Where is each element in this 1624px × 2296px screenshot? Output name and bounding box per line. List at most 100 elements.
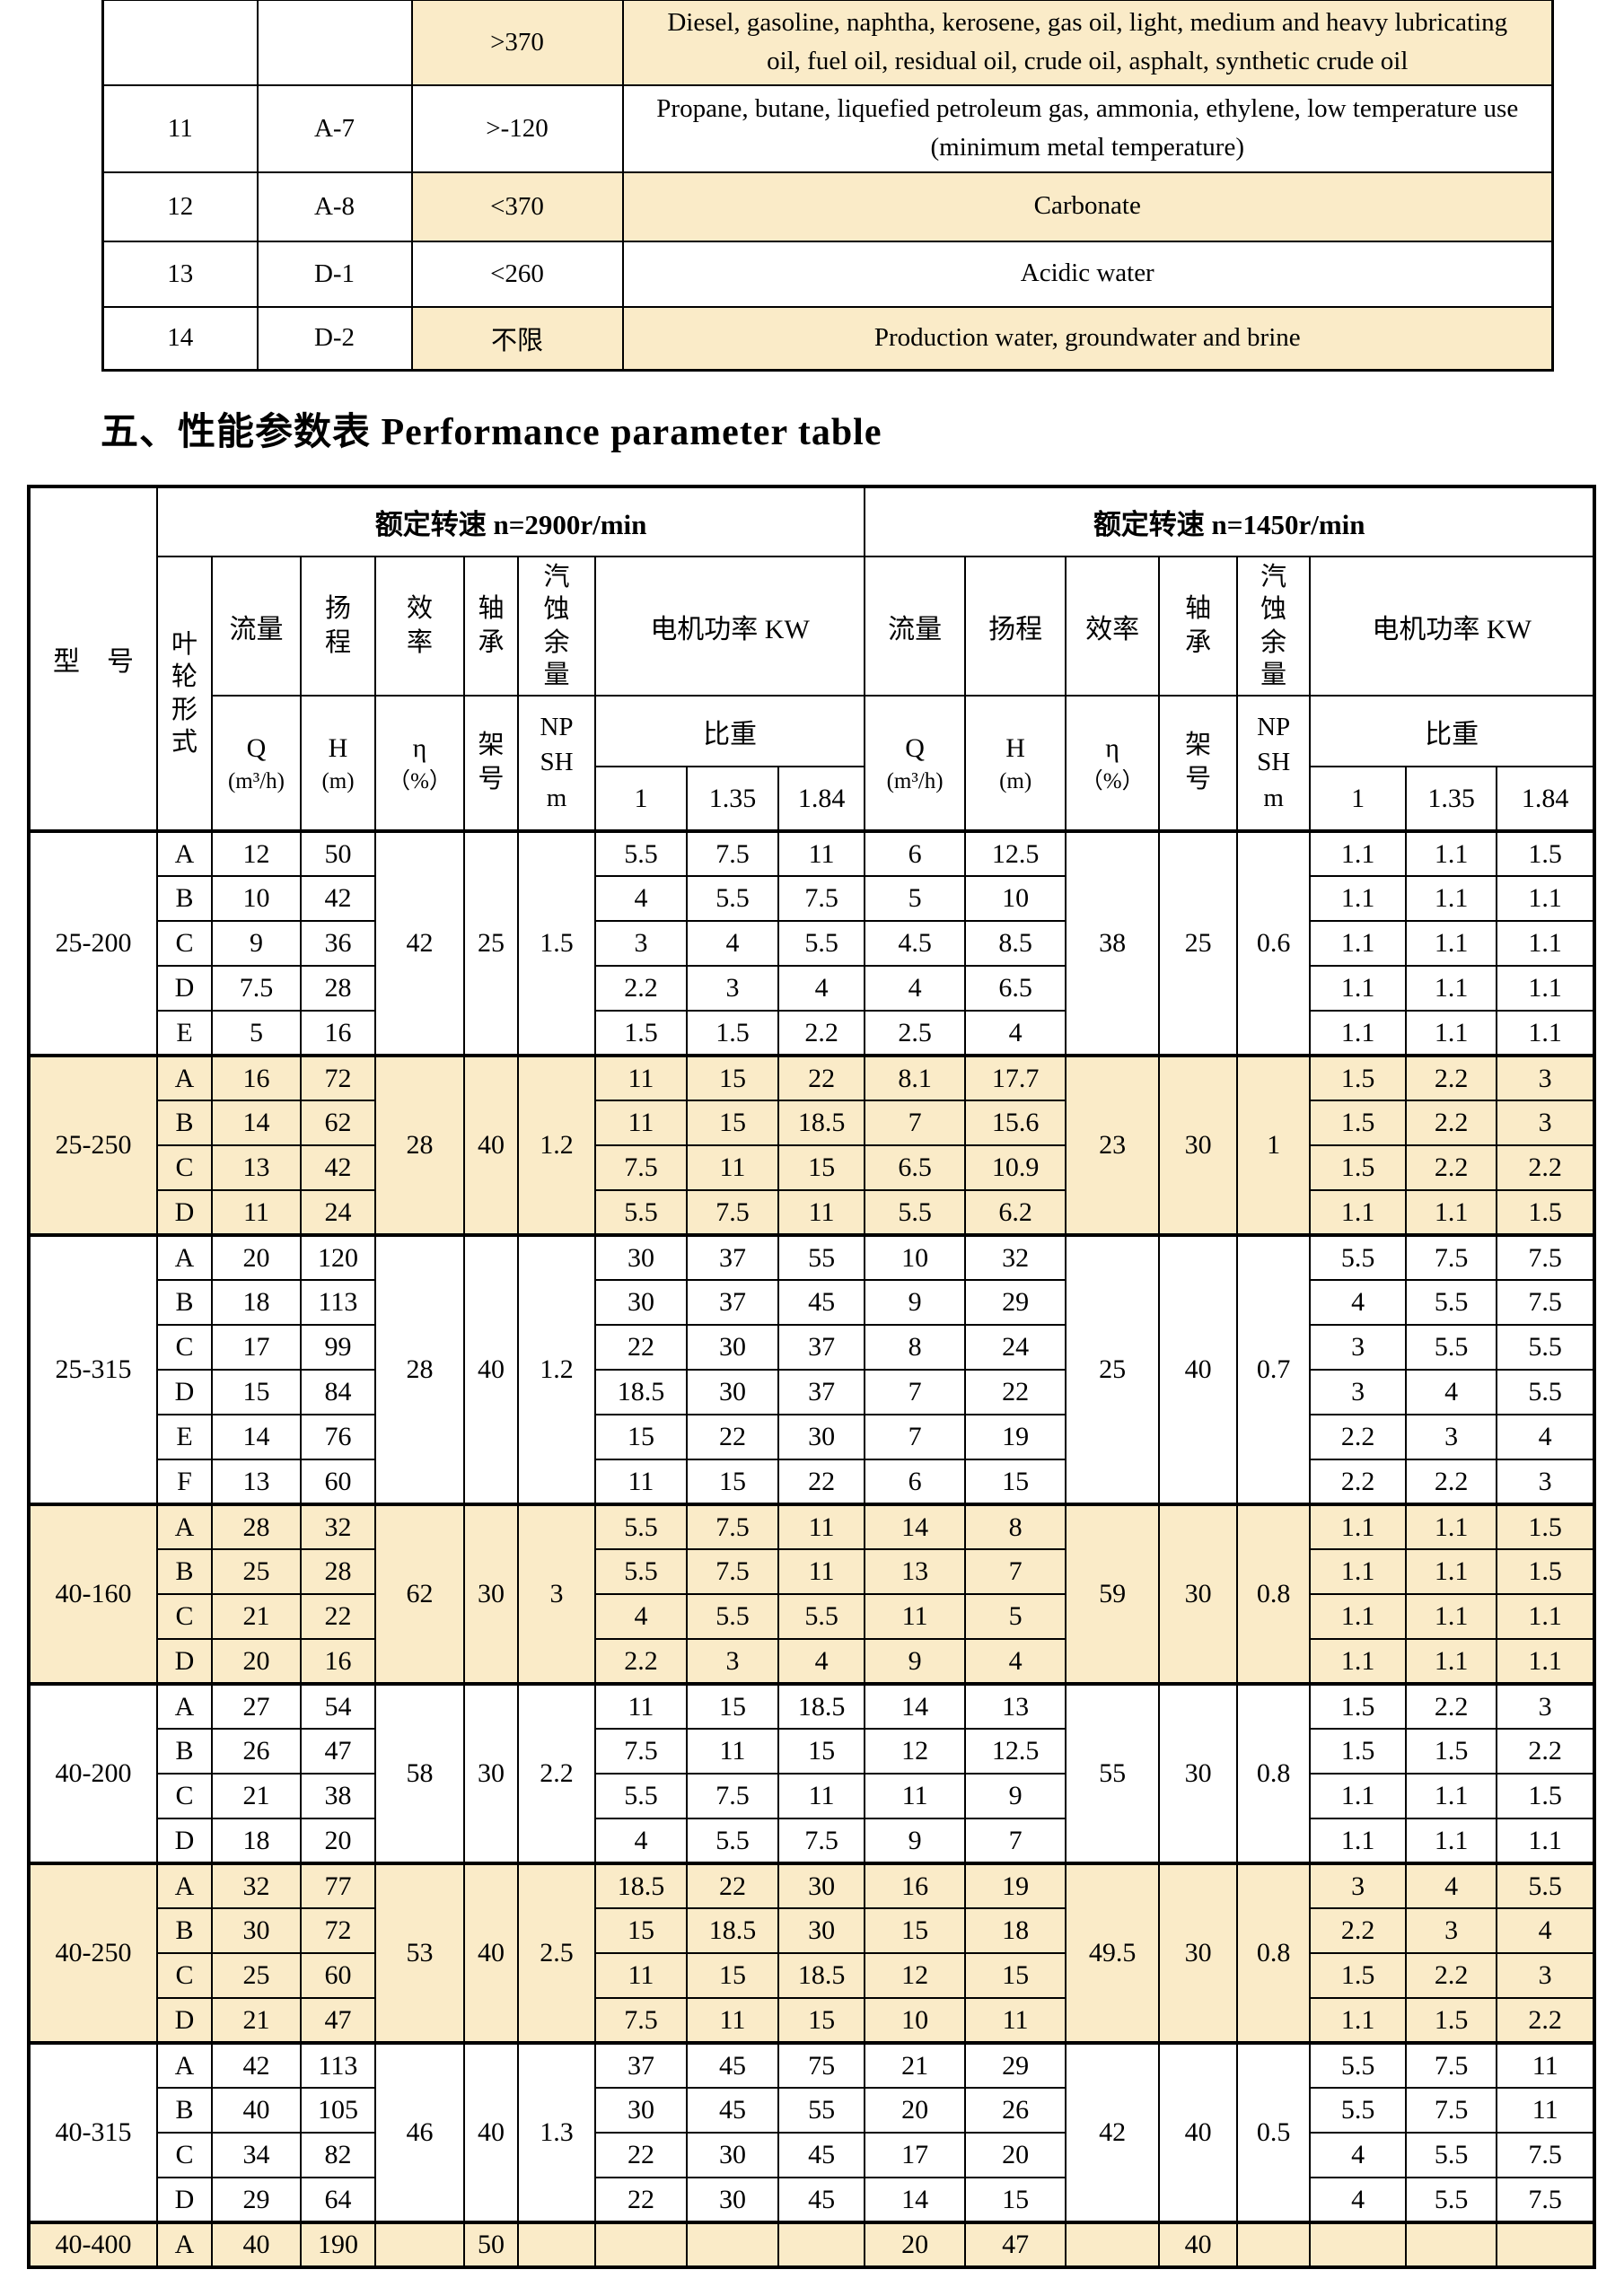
cell-power-2900: 2.2 (594, 965, 688, 1012)
cell-q-1450: 5 (864, 875, 967, 922)
media-code: A-7 (256, 83, 413, 173)
performance-table: 型 号 额定转速 n=2900r/min 额定转速 n=1450r/min 叶轮… (27, 485, 1597, 2269)
cell-h-1450: 15 (964, 2177, 1067, 2223)
cell-power-2900: 11 (777, 1773, 866, 1819)
cell-power-1450: 4 (1496, 1907, 1596, 1954)
cell-power-1450: 1.1 (1309, 829, 1408, 877)
cell-h-1450: 26 (964, 2087, 1067, 2134)
cell-impeller: A (156, 1682, 213, 1730)
cell-power-2900: 15 (686, 1100, 779, 1146)
cell-eta-1450: 49.5 (1065, 1862, 1161, 2044)
cell-frame-2900: 25 (463, 829, 519, 1056)
cell-power-1450: 1.5 (1309, 1952, 1408, 1999)
cell-power-1450: 3 (1309, 1862, 1408, 1909)
cell-power-2900: 11 (686, 1144, 779, 1191)
cell-power-2900 (777, 2221, 866, 2268)
media-medium: Carbonate (621, 171, 1554, 242)
cell-frame-2900: 40 (463, 2041, 519, 2223)
cell-power-1450: 3 (1309, 1324, 1408, 1371)
cell-q-2900: 34 (211, 2132, 302, 2178)
col-header-flow-2900: 流量 (211, 556, 302, 697)
cell-impeller: C (156, 920, 213, 967)
cell-power-2900: 4 (594, 875, 688, 922)
cell-power-1450: 5.5 (1405, 1279, 1498, 1326)
cell-q-2900: 40 (211, 2221, 302, 2268)
cell-power-2900: 22 (594, 2132, 688, 2178)
cell-power-2900: 2.2 (594, 1638, 688, 1685)
cell-power-1450: 1.1 (1309, 1773, 1408, 1819)
cell-impeller: B (156, 1907, 213, 1954)
col-header-speed-1450: 额定转速 n=1450r/min (864, 486, 1596, 557)
cell-power-2900: 30 (777, 1907, 866, 1954)
media-number: 11 (101, 83, 259, 173)
cell-power-2900: 7.5 (686, 829, 779, 877)
cell-h-2900: 22 (300, 1593, 376, 1640)
col-header-g184-2900: 1.84 (777, 766, 866, 833)
cell-power-1450: 1.1 (1309, 875, 1408, 922)
cell-h-1450: 18 (964, 1907, 1067, 1954)
cell-power-2900: 30 (777, 1862, 866, 1909)
cell-power-1450: 3 (1496, 1952, 1596, 1999)
cell-power-2900: 45 (777, 2132, 866, 2178)
media-temp: >370 (410, 0, 624, 86)
cell-q-1450: 21 (864, 2041, 967, 2089)
cell-power-2900: 5.5 (594, 1503, 688, 1550)
perf-row: 40-200 A 27 54 58 30 2.2 11 15 18.5 14 13 55 30 0.8 1.5… (28, 1682, 1596, 1864)
col-header-eta-2900: η （%） (374, 695, 465, 832)
media-temp: <370 (410, 171, 624, 242)
cell-power-2900: 15 (777, 1997, 866, 2044)
cell-h-2900: 16 (300, 1010, 376, 1056)
cell-q-2900: 17 (211, 1324, 302, 1371)
cell-model: 40-250 (28, 1862, 158, 2044)
cell-q-2900: 5 (211, 1010, 302, 1056)
cell-power-1450: 1.5 (1309, 1144, 1408, 1191)
cell-h-2900: 77 (300, 1862, 376, 1909)
cell-frame-1450: 40 (1158, 2041, 1239, 2223)
cell-h-1450: 24 (964, 1324, 1067, 1371)
cell-power-2900: 1.5 (686, 1010, 779, 1056)
cell-power-1450: 1.5 (1496, 829, 1596, 877)
cell-power-2900: 7.5 (686, 1548, 779, 1595)
cell-power-2900: 11 (686, 1997, 779, 2044)
cell-impeller: D (156, 1818, 213, 1864)
cell-power-1450: 1.1 (1496, 1818, 1596, 1864)
cell-power-2900: 30 (686, 1324, 779, 1371)
cell-frame-2900: 50 (463, 2221, 519, 2268)
cell-h-2900: 190 (300, 2221, 376, 2268)
media-row: >370 Diesel, gasoline, naphtha, kerosene… (101, 0, 1554, 86)
cell-eta-2900: 62 (374, 1503, 465, 1685)
col-header-h-1450: H (m) (964, 695, 1067, 832)
media-temp: <260 (410, 240, 624, 308)
cell-power-1450: 1.5 (1496, 1189, 1596, 1236)
cell-power-1450: 1.1 (1309, 1010, 1408, 1056)
cell-eta-1450: 23 (1065, 1054, 1161, 1236)
cell-power-2900: 37 (594, 2041, 688, 2089)
perf-row: B 25 28 5.5 7.5 11 13 7 1.1 1.1 1.5 (29, 1548, 1596, 1595)
cell-power-1450: 2.2 (1496, 1997, 1596, 2044)
cell-h-1450: 19 (964, 1862, 1067, 1909)
cell-power-2900: 4 (777, 1638, 866, 1685)
cell-q-1450: 16 (864, 1862, 967, 1909)
cell-power-2900: 37 (686, 1233, 779, 1281)
col-header-head-2900: 扬程 (300, 556, 376, 697)
cell-h-1450: 29 (964, 1279, 1067, 1326)
media-number (101, 0, 259, 86)
cell-power-1450: 1.1 (1309, 1548, 1408, 1595)
cell-power-2900: 11 (777, 1503, 866, 1550)
col-header-npsh-unit-2900: NPSH m (517, 695, 596, 832)
cell-q-1450: 15 (864, 1907, 967, 1954)
col-header-eff-2900: 效率 (374, 556, 465, 697)
media-row: 12 A-8 <370 Carbonate (101, 171, 1554, 242)
cell-h-2900: 28 (300, 1548, 376, 1595)
cell-power-2900: 7.5 (686, 1773, 779, 1819)
perf-row: C 21 22 4 5.5 5.5 11 5 1.1 1.1 1.1 (29, 1593, 1596, 1640)
cell-h-1450: 13 (964, 1682, 1067, 1730)
cell-power-2900: 15 (777, 1728, 866, 1775)
media-number: 14 (101, 305, 259, 372)
col-header-q-2900: Q (m³/h) (211, 695, 302, 832)
col-header-frame-1450: 架号 (1158, 695, 1239, 832)
media-row: 14 D-2 不限 Production water, groundwater … (101, 305, 1554, 372)
cell-h-1450: 5 (964, 1593, 1067, 1640)
cell-h-1450: 6.2 (964, 1189, 1067, 1236)
cell-power-2900: 18.5 (594, 1369, 688, 1415)
